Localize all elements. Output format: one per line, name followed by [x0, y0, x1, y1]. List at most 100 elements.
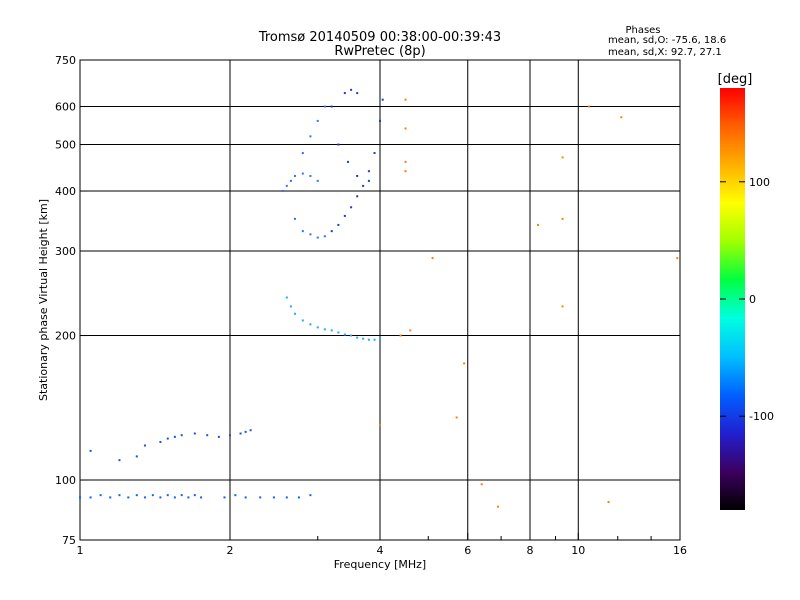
data-point: [281, 190, 284, 193]
data-point: [337, 223, 340, 226]
data-point: [301, 319, 304, 322]
data-point: [356, 195, 359, 198]
data-point: [343, 333, 346, 336]
y-tick-label: 400: [55, 185, 76, 198]
data-point: [350, 334, 353, 337]
data-point: [193, 432, 196, 435]
data-point: [151, 494, 154, 497]
data-point: [404, 170, 407, 173]
data-point: [343, 92, 346, 95]
data-point: [244, 430, 247, 433]
y-tick-label: 75: [62, 534, 76, 547]
chart-title-line1: Tromsø 20140509 00:38:00-00:39:43: [258, 30, 501, 45]
data-point: [463, 362, 466, 365]
data-point: [135, 455, 138, 458]
data-point: [356, 336, 359, 339]
data-point: [259, 496, 262, 499]
data-point: [301, 230, 304, 233]
y-tick-label: 600: [55, 101, 76, 114]
data-point: [367, 170, 370, 173]
data-point: [166, 437, 169, 440]
data-point: [285, 296, 288, 299]
data-points: [79, 88, 679, 508]
data-point: [404, 160, 407, 163]
data-point: [249, 429, 252, 432]
data-point: [356, 92, 359, 95]
y-tick-label: 300: [55, 245, 76, 258]
data-point: [561, 156, 564, 159]
data-point: [409, 329, 412, 332]
data-point: [379, 337, 381, 340]
data-point: [480, 483, 483, 486]
data-point: [496, 505, 499, 508]
data-point: [367, 338, 370, 341]
data-point: [362, 184, 365, 187]
data-point: [337, 331, 340, 334]
plot-area: 1 2 4 6 8 10 16 75 100 200 300 400 500 600 750: [55, 54, 687, 557]
data-point: [399, 334, 402, 337]
y-axis-label: Stationary phase Virtual Height [km]: [37, 199, 50, 401]
data-point: [223, 496, 226, 499]
data-point: [316, 119, 319, 122]
data-point: [79, 496, 81, 499]
data-point: [316, 326, 319, 329]
data-point: [536, 223, 539, 226]
data-point: [620, 116, 623, 119]
y-tick-label: 100: [55, 474, 76, 487]
data-point: [309, 323, 312, 326]
data-point: [373, 152, 376, 155]
data-point: [404, 98, 407, 101]
data-point: [180, 434, 183, 437]
data-point: [99, 494, 102, 497]
data-point: [109, 496, 112, 499]
data-point: [316, 179, 319, 182]
data-point: [346, 160, 349, 163]
data-point: [180, 494, 183, 497]
data-point: [323, 235, 326, 238]
data-point: [330, 329, 333, 332]
data-point: [561, 305, 564, 308]
data-point: [89, 496, 92, 499]
data-point: [381, 98, 384, 101]
colorbar-tick-label: -100: [749, 410, 774, 423]
colorbar: [deg] 100 0 -100: [718, 72, 774, 510]
data-point: [229, 434, 231, 437]
colorbar-ticks: 100 0 -100: [720, 176, 774, 423]
data-point: [159, 496, 162, 499]
x-axis-label: Frequency [MHz]: [334, 558, 426, 571]
data-point: [285, 184, 288, 187]
data-point: [587, 105, 590, 108]
data-point: [561, 217, 564, 220]
data-point: [404, 127, 407, 130]
data-point: [293, 312, 296, 315]
data-point: [362, 337, 365, 340]
chart-title-line2: RwPretec (8p): [334, 44, 425, 59]
data-point: [239, 432, 242, 435]
data-point: [118, 459, 121, 462]
data-point: [309, 174, 312, 177]
data-point: [316, 236, 319, 239]
data-point: [173, 496, 176, 499]
data-point: [244, 496, 247, 499]
data-point: [118, 494, 121, 497]
data-point: [289, 179, 292, 182]
data-point: [379, 119, 381, 122]
colorbar-tick-label: 0: [749, 293, 756, 306]
data-point: [173, 435, 176, 438]
data-point: [431, 257, 434, 260]
colorbar-label: [deg]: [718, 72, 753, 87]
y-tick-label: 200: [55, 330, 76, 343]
data-point: [289, 305, 292, 308]
data-point: [607, 500, 610, 503]
colorbar-tick-label: 100: [749, 176, 770, 189]
axis-ticks: 1 2 4 6 8 10 16 75 100 200 300 400 500 600 750: [55, 54, 687, 557]
data-point: [206, 434, 209, 437]
data-point: [217, 435, 220, 438]
data-point: [309, 135, 312, 138]
x-tick-label: 6: [464, 544, 471, 557]
x-tick-label: 8: [527, 544, 534, 557]
data-point: [187, 496, 190, 499]
y-tick-label: 750: [55, 54, 76, 67]
